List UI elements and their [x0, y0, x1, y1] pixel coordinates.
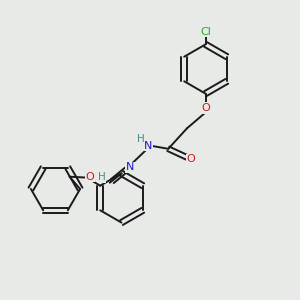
Text: N: N [144, 141, 152, 151]
Text: N: N [126, 162, 134, 172]
Text: Cl: Cl [200, 27, 211, 37]
Text: O: O [186, 154, 195, 164]
Text: O: O [201, 103, 210, 113]
Text: O: O [85, 172, 94, 182]
Text: H: H [98, 172, 105, 182]
Text: H: H [136, 134, 144, 144]
